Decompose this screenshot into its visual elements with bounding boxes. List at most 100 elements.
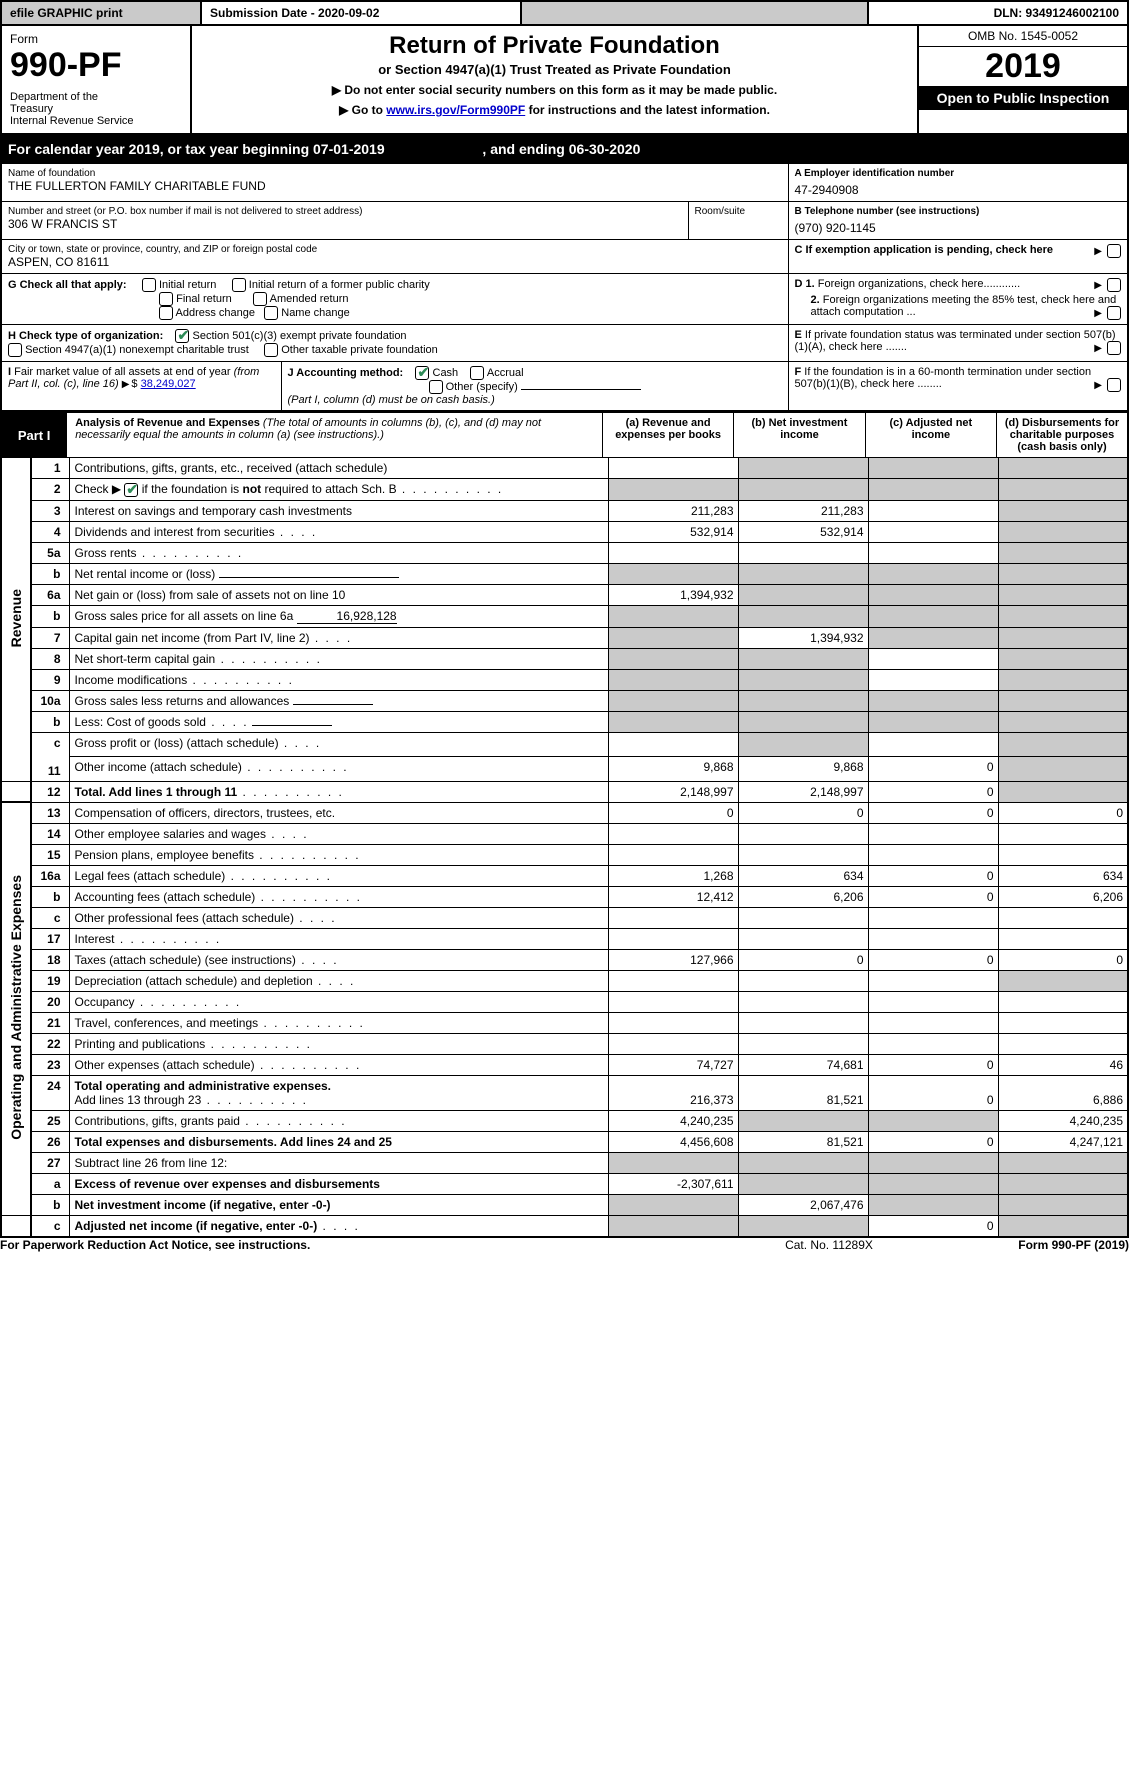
h-501c3-checkbox[interactable] [175,329,189,343]
instr-1: ▶ Do not enter social security numbers o… [202,83,907,97]
table-row: 6a Net gain or (loss) from sale of asset… [1,584,1128,605]
topbar: efile GRAPHIC print Submission Date - 20… [0,0,1129,26]
table-row: 16aLegal fees (attach schedule)1,2686340… [1,865,1128,886]
table-row: Revenue 1 Contributions, gifts, grants, … [1,458,1128,479]
col-a-header: (a) Revenue and expenses per books [602,413,733,458]
telephone-label: B Telephone number (see instructions) [795,206,1122,217]
amended-return-checkbox[interactable] [253,292,267,306]
room-label: Room/suite [695,206,782,217]
form-word: Form [10,32,182,46]
e-checkbox[interactable] [1107,341,1121,355]
address-change-checkbox[interactable] [159,306,173,320]
initial-return-checkbox[interactable] [142,278,156,292]
table-row: 14Other employee salaries and wages [1,823,1128,844]
table-row: Operating and Administrative Expenses 13… [1,802,1128,823]
h-label: H Check type of organization: [8,330,163,342]
submission-date: Submission Date - 2020-09-02 [201,1,521,25]
h-other-checkbox[interactable] [264,343,278,357]
table-row: 5a Gross rents [1,542,1128,563]
col-b-header: (b) Net investment income [734,413,865,458]
table-row: cOther professional fees (attach schedul… [1,907,1128,928]
address-value: 306 W FRANCIS ST [8,217,682,231]
col-d-header: (d) Disbursements for charitable purpose… [997,413,1128,458]
fmv-link[interactable]: 38,249,027 [141,378,196,390]
table-row: aExcess of revenue over expenses and dis… [1,1173,1128,1194]
address-label: Number and street (or P.O. box number if… [8,206,682,217]
table-row: bAccounting fees (attach schedule)12,412… [1,886,1128,907]
foundation-name: THE FULLERTON FAMILY CHARITABLE FUND [8,179,782,193]
d2-checkbox[interactable] [1107,306,1121,320]
ein-value: 47-2940908 [795,183,1122,197]
table-row: 23Other expenses (attach schedule)74,727… [1,1054,1128,1075]
e-label: If private foundation status was termina… [795,329,1116,353]
c-label: C If exemption application is pending, c… [795,244,1054,256]
table-row: 15Pension plans, employee benefits [1,844,1128,865]
city-label: City or town, state or province, country… [8,244,782,255]
table-row: 4 Dividends and interest from securities… [1,521,1128,542]
j-cash-checkbox[interactable] [415,366,429,380]
table-row: 18Taxes (attach schedule) (see instructi… [1,949,1128,970]
omb-number: OMB No. 1545-0052 [919,26,1127,47]
d2-label: Foreign organizations meeting the 85% te… [811,294,1117,318]
j-other-checkbox[interactable] [429,380,443,394]
telephone-value: (970) 920-1145 [795,221,1122,235]
part1-grid: Revenue 1 Contributions, gifts, grants, … [0,458,1129,1238]
table-row: 12 Total. Add lines 1 through 11 2,148,9… [1,781,1128,802]
table-row: 3 Interest on savings and temporary cash… [1,500,1128,521]
table-row: b Net rental income or (loss) [1,563,1128,584]
form-number: 990-PF [10,46,182,85]
part1-header: Part I Analysis of Revenue and Expenses … [0,412,1129,458]
table-row: 2 Check ▶ if the foundation is not requi… [1,479,1128,501]
table-row: 19Depreciation (attach schedule) and dep… [1,970,1128,991]
d1-checkbox[interactable] [1107,278,1121,292]
form-subtitle: or Section 4947(a)(1) Trust Treated as P… [202,62,907,77]
instructions-link[interactable]: www.irs.gov/Form990PF [386,103,525,117]
d1-label: Foreign organizations, check here.......… [818,278,1020,290]
name-change-checkbox[interactable] [264,306,278,320]
table-row: 22Printing and publications [1,1033,1128,1054]
table-row: 20Occupancy [1,991,1128,1012]
page-footer: For Paperwork Reduction Act Notice, see … [0,1238,1129,1252]
schb-checkbox[interactable] [124,483,138,497]
instr-2: ▶ Go to www.irs.gov/Form990PF for instru… [202,103,907,117]
entity-block: Name of foundation THE FULLERTON FAMILY … [0,163,1129,412]
table-row: 24Total operating and administrative exp… [1,1075,1128,1110]
table-row: b Less: Cost of goods sold [1,711,1128,732]
tax-year: 2019 [919,47,1127,86]
j-accrual-checkbox[interactable] [470,366,484,380]
table-row: bNet investment income (if negative, ent… [1,1194,1128,1215]
dln: DLN: 93491246002100 [868,1,1128,25]
f-label: If the foundation is in a 60-month termi… [795,366,1092,390]
table-row: 27Subtract line 26 from line 12: [1,1152,1128,1173]
revenue-side-label: Revenue [8,589,24,647]
table-row: cAdjusted net income (if negative, enter… [1,1215,1128,1237]
footer-catno: Cat. No. 11289X [729,1238,929,1252]
efile-label: efile GRAPHIC print [1,1,201,25]
name-label: Name of foundation [8,168,782,179]
initial-return-pc-checkbox[interactable] [232,278,246,292]
open-to-public: Open to Public Inspection [919,86,1127,110]
i-label: Fair market value of all assets at end o… [8,366,259,390]
j-note: (Part I, column (d) must be on cash basi… [288,394,495,406]
table-row: Other income (attach schedule) 9,8689,86… [1,757,1128,782]
j-label: J Accounting method: [288,367,404,379]
footer-left: For Paperwork Reduction Act Notice, see … [0,1238,729,1252]
table-row: 8 Net short-term capital gain [1,648,1128,669]
part1-label: Part I [1,413,67,458]
g-label: G Check all that apply: [8,279,127,291]
h-4947-checkbox[interactable] [8,343,22,357]
f-checkbox[interactable] [1107,378,1121,392]
form-header: Form 990-PF Department of theTreasuryInt… [0,26,1129,135]
table-row: 21Travel, conferences, and meetings [1,1012,1128,1033]
table-row: 7 Capital gain net income (from Part IV,… [1,627,1128,648]
table-row: c11 Gross profit or (loss) (attach sched… [1,732,1128,757]
table-row: b Gross sales price for all assets on li… [1,605,1128,627]
table-row: 9 Income modifications [1,669,1128,690]
form-title: Return of Private Foundation [202,32,907,60]
final-return-checkbox[interactable] [159,292,173,306]
col-c-header: (c) Adjusted net income [865,413,996,458]
calendar-year-bar: For calendar year 2019, or tax year begi… [0,135,1129,163]
c-checkbox[interactable] [1107,244,1121,258]
table-row: 17Interest [1,928,1128,949]
table-row: 25Contributions, gifts, grants paid4,240… [1,1110,1128,1131]
